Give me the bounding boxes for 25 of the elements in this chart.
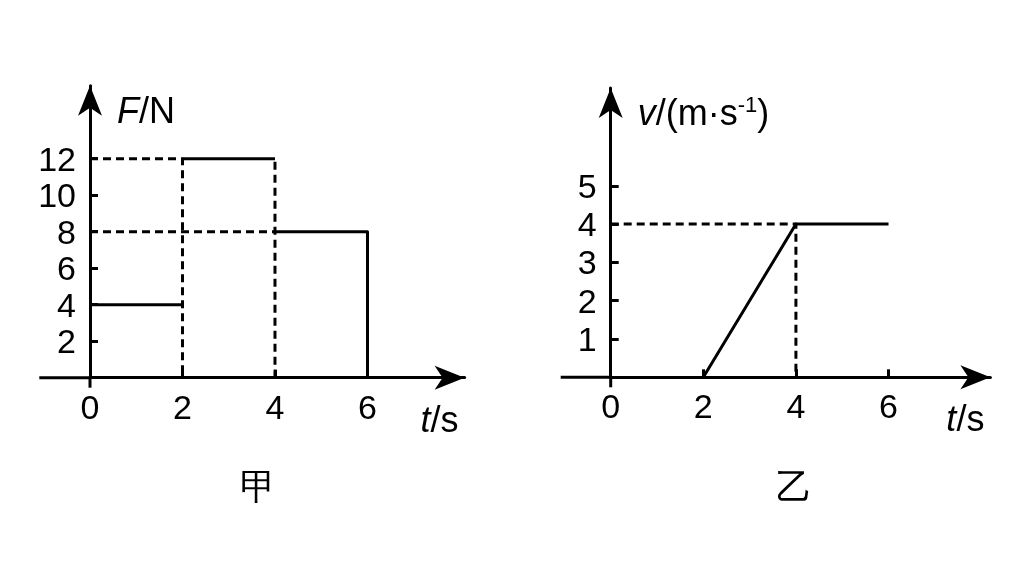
x-tick-label: 0 — [80, 387, 100, 426]
y-tick-label: 3 — [577, 243, 597, 282]
y-tick-label: 12 — [38, 139, 76, 178]
y-tick-label: 4 — [57, 285, 76, 324]
text: 甲 — [240, 465, 276, 507]
y-tick-label: 6 — [57, 249, 76, 288]
x-tick-label: 2 — [693, 387, 713, 426]
x-tick-label: 4 — [786, 387, 806, 426]
x-tick-label: 6 — [358, 387, 377, 426]
x-axis-title: t/s — [946, 398, 985, 440]
x-tick-label: 6 — [879, 387, 898, 426]
x-tick-label: 4 — [265, 387, 285, 426]
x-axis-title: t/s — [420, 398, 459, 440]
y-tick-label: 10 — [38, 176, 76, 215]
y-tick-label: 5 — [577, 166, 597, 205]
x-tick-label: 0 — [601, 387, 621, 426]
y-tick-label: 1 — [577, 320, 597, 358]
y-tick-label: 2 — [577, 281, 597, 320]
x-tick-label: 2 — [173, 387, 192, 426]
text: 乙 — [775, 465, 812, 507]
y-axis-title: F/N — [117, 89, 175, 131]
y-axis-title: v/(m·s$^{-1}$) — [637, 92, 770, 134]
y-tick-label: 2 — [57, 322, 76, 361]
y-tick-label: 8 — [57, 212, 76, 251]
y-tick-label: 4 — [577, 205, 597, 244]
